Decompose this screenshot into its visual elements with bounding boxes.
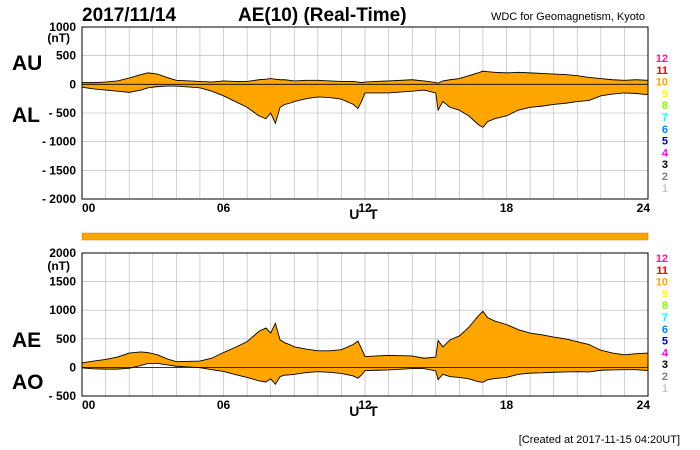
- y-tick-label: 1500: [49, 275, 76, 289]
- au-al-x-ticks: 00 06 12 18 24: [82, 201, 650, 215]
- station-level-11: 11: [656, 265, 668, 277]
- x-tick-label: 06: [217, 398, 231, 412]
- ao-label: AO: [12, 371, 44, 394]
- station-level-2: 2: [662, 171, 668, 183]
- x-tick-label: 12: [358, 398, 372, 412]
- filled-envelope: [82, 311, 648, 385]
- y-tick-label: 0: [69, 360, 76, 374]
- au-al-area: [81, 70, 649, 128]
- y-tick-label: - 1500: [42, 163, 76, 177]
- x-tick-label: 24: [637, 201, 651, 215]
- series-line-au: [82, 70, 649, 84]
- station-level-4: 4: [662, 347, 669, 359]
- x-tick-label: 12: [358, 201, 372, 215]
- station-level-11: 11: [656, 65, 668, 77]
- series-line-al: [81, 85, 649, 128]
- au-al-grid: [82, 26, 648, 200]
- au-al-unit: (nT): [47, 31, 70, 45]
- station-level-12: 12: [656, 53, 668, 65]
- ae-ao-frame: [81, 252, 649, 397]
- x-tick-label: 00: [82, 201, 96, 215]
- au-al-frame: [81, 26, 649, 200]
- created-timestamp: [Created at 2017-11-15 04:20UT]: [519, 434, 680, 446]
- y-tick-label: - 1000: [42, 135, 76, 149]
- station-level-5: 5: [662, 336, 668, 348]
- station-level-7: 7: [662, 112, 668, 124]
- station-level-2: 2: [662, 371, 668, 383]
- au-label: AU: [12, 52, 42, 75]
- y-tick-label: - 2000: [42, 192, 76, 206]
- ae-ao-unit: (nT): [47, 259, 70, 273]
- station-level-8: 8: [662, 100, 668, 112]
- station-level-10: 10: [656, 77, 668, 89]
- y-tick-label: 500: [56, 332, 76, 346]
- data-source: WDC for Geomagnetism, Kyoto: [491, 11, 645, 23]
- y-tick-label: - 500: [49, 389, 77, 403]
- station-level-10: 10: [656, 277, 668, 289]
- series-line-ae: [81, 310, 649, 364]
- station-level-6: 6: [662, 324, 668, 336]
- series-line-ao: [81, 362, 649, 386]
- y-tick-label: 1000: [49, 303, 76, 317]
- station-level-7: 7: [662, 312, 668, 324]
- x-tick-label: 18: [500, 398, 514, 412]
- station-level-4: 4: [662, 147, 669, 159]
- x-tick-label: 18: [500, 201, 514, 215]
- station-level-12: 12: [656, 253, 668, 265]
- y-tick-label: 500: [56, 49, 76, 63]
- ae-label: AE: [12, 329, 41, 352]
- data-coverage-strip: [81, 232, 649, 241]
- y-tick-label: 2000: [49, 246, 76, 260]
- station-level-9: 9: [662, 88, 668, 100]
- filled-envelope: [82, 71, 648, 128]
- ae-ao-area: [81, 310, 649, 386]
- ae-ao-y-ticks: 2000 1500 1000 500 0 - 500: [49, 246, 77, 403]
- x-tick-label: 24: [637, 398, 651, 412]
- y-tick-label: - 500: [49, 106, 77, 120]
- station-level-6: 6: [662, 124, 668, 136]
- station-level-5: 5: [662, 136, 668, 148]
- station-level-8: 8: [662, 300, 668, 312]
- chart-title: AE(10) (Real-Time): [238, 5, 407, 26]
- x-tick-label: 06: [217, 201, 231, 215]
- ae-ao-xlabel: U T: [349, 403, 381, 419]
- x-tick-label: 00: [82, 398, 96, 412]
- station-level-3: 3: [662, 359, 668, 371]
- station-level-1: 1: [662, 383, 668, 395]
- station-level-1: 1: [662, 183, 668, 195]
- chart-date: 2017/11/14: [82, 5, 176, 26]
- station-level-9: 9: [662, 288, 668, 300]
- station-level-3: 3: [662, 159, 668, 171]
- ae-ao-grid: [82, 252, 648, 397]
- au-al-xlabel: U T: [349, 206, 381, 222]
- y-tick-label: 0: [69, 77, 76, 91]
- al-label: AL: [12, 104, 40, 127]
- y-tick-label: 1000: [49, 20, 76, 34]
- au-al-y-ticks: 1000 500 0 - 500 - 1000 - 1500 - 2000: [42, 20, 76, 206]
- ae-ao-x-ticks: 00 06 12 18 24: [82, 398, 650, 412]
